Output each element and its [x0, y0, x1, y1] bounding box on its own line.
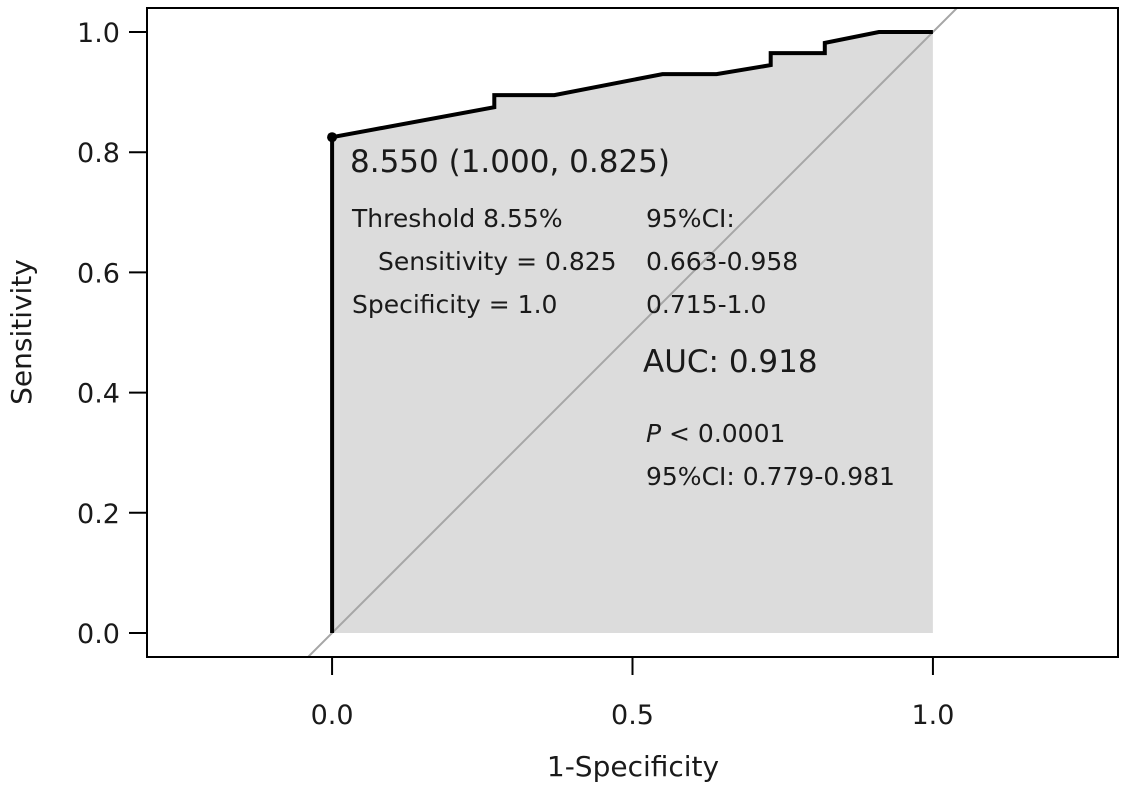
y-axis-ticks: 0.0 0.2 0.4 0.6 0.8 1.0 [77, 18, 147, 650]
auc-text: AUC: 0.918 [643, 344, 818, 380]
ci-sensitivity-text: 0.663-0.958 [646, 247, 798, 276]
specificity-text: Specificity = 1.0 [352, 290, 557, 319]
y-tick-label: 0.4 [77, 379, 120, 410]
y-tick-label: 0.0 [77, 619, 120, 650]
plot-area [306, 8, 959, 657]
sensitivity-text: Sensitivity = 0.825 [378, 247, 617, 276]
p-symbol: P [646, 419, 662, 448]
p-value-text: P < 0.0001 [646, 419, 785, 448]
annotations: 8.550 (1.000, 0.825) Threshold 8.55% Sen… [350, 144, 895, 491]
reference-diagonal-line [306, 8, 959, 657]
x-tick-label: 0.5 [611, 700, 654, 731]
threshold-text: Threshold 8.55% [351, 204, 563, 233]
auc-ci-text: 95%CI: 0.779-0.981 [646, 462, 895, 491]
y-tick-label: 0.2 [77, 499, 120, 530]
cutoff-point-marker [327, 132, 338, 143]
x-axis-label: 1-Specificity [547, 750, 719, 783]
y-tick-label: 1.0 [77, 18, 120, 49]
x-tick-label: 1.0 [911, 700, 954, 731]
x-axis-ticks: 0.0 0.5 1.0 [311, 657, 954, 731]
roc-curve-line [330, 30, 933, 633]
y-axis-label: Sensitivity [5, 259, 38, 405]
p-value: < 0.0001 [661, 419, 785, 448]
cutoff-point-label: 8.550 (1.000, 0.825) [350, 144, 670, 180]
y-tick-label: 0.6 [77, 258, 120, 289]
x-tick-label: 0.0 [311, 700, 354, 731]
ci-specificity-text: 0.715-1.0 [646, 290, 766, 319]
y-tick-label: 0.8 [77, 138, 120, 169]
ci-header-text: 95%CI: [646, 204, 735, 233]
